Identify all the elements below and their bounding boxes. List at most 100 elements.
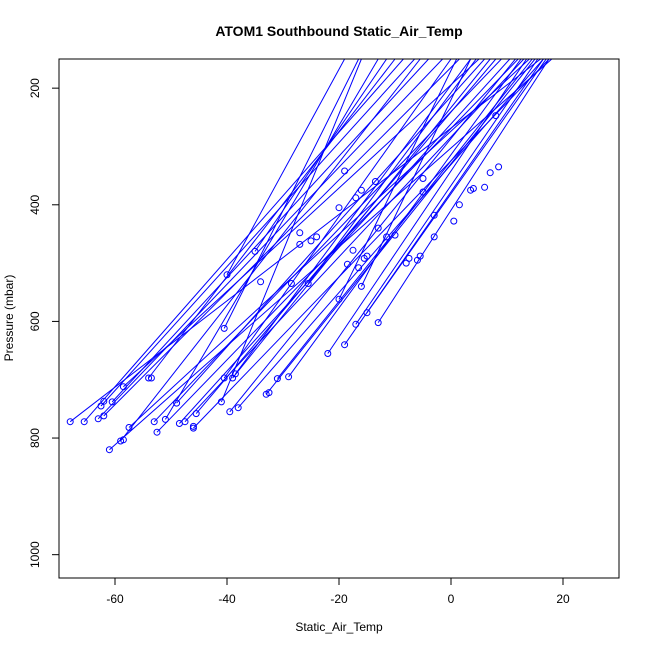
series-line-18 xyxy=(193,59,550,429)
data-point-45 xyxy=(335,295,343,303)
data-point-6 xyxy=(100,397,108,405)
series-line-3 xyxy=(97,59,443,420)
data-point-37 xyxy=(285,373,293,381)
series-line-17 xyxy=(184,59,525,423)
data-point-14 xyxy=(147,374,155,382)
data-point-49 xyxy=(343,260,351,268)
series-line-31 xyxy=(288,59,522,378)
data-point-44 xyxy=(324,350,332,357)
data-point-78 xyxy=(492,112,500,120)
x-tick-label: -60 xyxy=(106,592,124,606)
y-tick-label: 400 xyxy=(28,194,42,214)
x-axis-label: Static_Air_Temp xyxy=(295,620,383,634)
data-point-7 xyxy=(105,446,113,454)
series-line-2 xyxy=(83,59,404,423)
data-point-5 xyxy=(100,412,108,420)
data-point-58 xyxy=(363,252,371,260)
y-axis: 200 400 600 800 1000 xyxy=(28,78,60,568)
series-line-33 xyxy=(327,59,528,354)
data-point-26 xyxy=(220,324,228,332)
y-axis-label: Pressure (mbar) xyxy=(2,275,16,362)
series-line-34 xyxy=(338,59,458,300)
plot-area xyxy=(66,59,553,454)
series-line-20 xyxy=(220,59,362,403)
data-point-8 xyxy=(108,398,116,406)
data-point-36 xyxy=(273,375,281,383)
series-line-10 xyxy=(128,59,530,428)
data-point-28 xyxy=(226,408,234,416)
data-point-1 xyxy=(66,418,74,426)
data-point-42 xyxy=(307,237,315,245)
series-line-8 xyxy=(120,59,421,442)
marker-layer xyxy=(66,112,503,454)
data-point-54 xyxy=(357,282,365,290)
data-point-63 xyxy=(391,231,399,239)
series-line-32 xyxy=(307,59,477,284)
data-point-33 xyxy=(257,278,265,286)
series-line-21 xyxy=(223,59,452,379)
data-point-68 xyxy=(419,188,427,196)
data-point-62 xyxy=(383,233,391,241)
data-point-47 xyxy=(341,341,349,349)
data-point-2 xyxy=(80,418,88,426)
data-point-40 xyxy=(296,229,304,237)
series-line-23 xyxy=(226,59,346,276)
series-line-12 xyxy=(153,59,502,423)
data-point-77 xyxy=(486,169,494,177)
data-point-60 xyxy=(374,319,382,327)
series-line-30 xyxy=(277,59,533,379)
x-tick-label: -40 xyxy=(218,592,236,606)
series-line-27 xyxy=(237,59,544,409)
data-point-79 xyxy=(495,163,503,171)
x-tick-label: 0 xyxy=(448,592,455,606)
data-point-3 xyxy=(94,415,102,423)
series-line-16 xyxy=(179,59,511,424)
data-point-57 xyxy=(363,309,371,317)
data-point-59 xyxy=(371,178,379,185)
data-point-51 xyxy=(352,320,360,328)
data-point-53 xyxy=(355,264,363,272)
series-line-24 xyxy=(229,59,516,413)
data-point-50 xyxy=(349,246,357,254)
data-point-22 xyxy=(189,422,197,430)
series-line-14 xyxy=(164,59,379,420)
data-point-10 xyxy=(119,436,127,444)
data-point-32 xyxy=(251,247,259,255)
y-tick-label: 800 xyxy=(28,428,42,448)
data-point-75 xyxy=(469,185,477,192)
data-point-69 xyxy=(419,175,427,182)
data-point-11 xyxy=(119,383,127,391)
data-point-24 xyxy=(217,398,225,406)
data-point-67 xyxy=(416,252,424,260)
data-point-18 xyxy=(173,399,181,407)
data-point-48 xyxy=(341,167,349,175)
data-point-55 xyxy=(357,186,365,194)
series-line-7 xyxy=(111,59,429,403)
series-line-39 xyxy=(377,59,550,323)
data-point-61 xyxy=(374,224,382,232)
data-point-30 xyxy=(231,370,239,378)
x-tick-label: -20 xyxy=(330,592,348,606)
series-line-19 xyxy=(195,59,497,414)
data-point-35 xyxy=(265,389,273,397)
x-tick-label: 20 xyxy=(556,592,570,606)
data-point-27 xyxy=(223,271,231,279)
data-point-15 xyxy=(150,418,158,426)
y-tick-label: 600 xyxy=(28,311,42,331)
data-point-20 xyxy=(181,418,189,426)
data-point-73 xyxy=(455,201,463,209)
series-line-4 xyxy=(100,59,415,407)
data-point-41 xyxy=(304,280,312,287)
data-point-70 xyxy=(430,211,438,219)
series-line-36 xyxy=(355,59,539,325)
series-line-37 xyxy=(360,59,472,287)
data-point-16 xyxy=(153,428,161,436)
data-point-31 xyxy=(234,404,242,412)
plot-frame xyxy=(58,58,620,579)
series-line-29 xyxy=(265,59,536,395)
series-line-11 xyxy=(148,59,396,379)
series-line-25 xyxy=(232,59,491,379)
data-point-65 xyxy=(405,254,413,262)
data-point-76 xyxy=(481,183,489,191)
